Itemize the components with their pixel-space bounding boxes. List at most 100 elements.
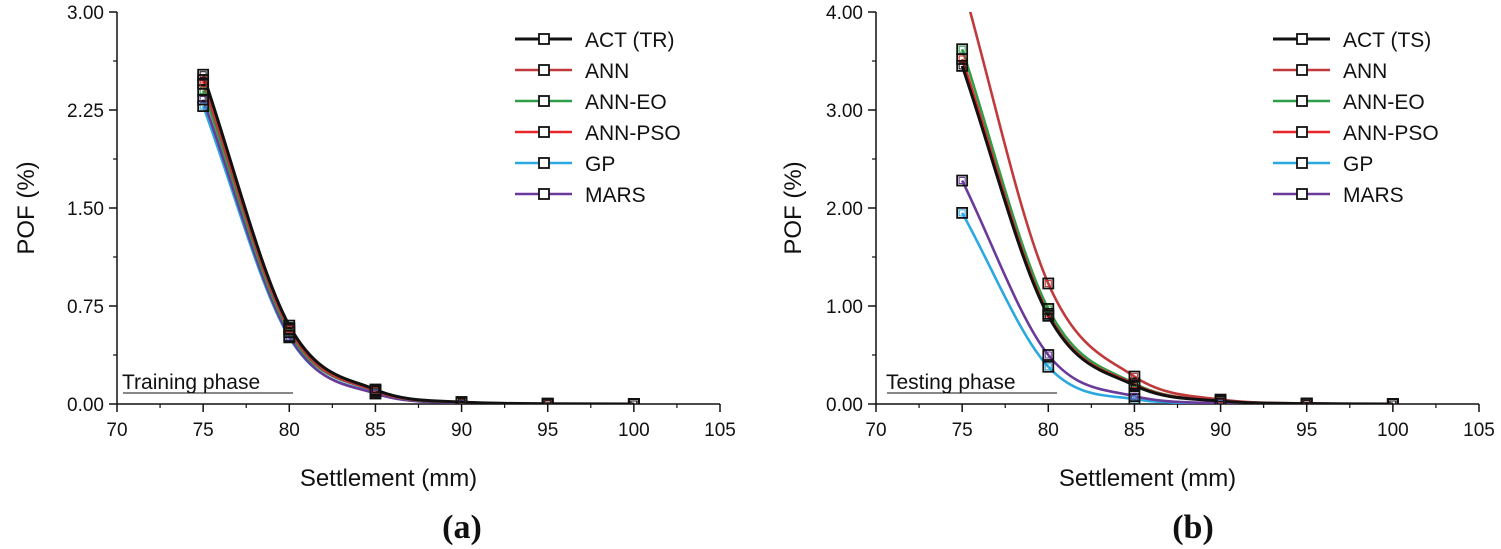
legend: ACT (TR) ANN ANN-EO ANN-PSO GP MARS [515, 29, 681, 207]
y-tick-label: 3.00 [826, 101, 863, 122]
legend-marker-ann-pso [1296, 126, 1308, 138]
y-axis-title: POF (%) [13, 161, 40, 254]
legend-marker-gp [538, 157, 550, 169]
data-point-inner-ann-pso [958, 55, 966, 63]
data-point-inner-act [958, 62, 966, 70]
data-point-inner-act [199, 71, 207, 79]
x-tick-label: 85 [365, 420, 386, 441]
y-tick-label: 2.25 [67, 101, 104, 122]
data-point-mars [1042, 349, 1055, 361]
panel-label: (b) [1172, 509, 1214, 546]
data-point-inner-mars [958, 177, 966, 185]
x-axis-title: Settlement (mm) [300, 465, 477, 492]
x-tick-label: 75 [193, 420, 214, 441]
y-tick-label: 4.00 [826, 3, 863, 24]
series-line-ann-eo [201, 89, 634, 404]
data-point-inner-act [371, 386, 379, 394]
y-tick-label: 0.00 [67, 395, 104, 416]
x-tick-label: 105 [704, 420, 736, 441]
series-line-ann [968, 12, 1393, 404]
legend-label: ANN-EO [585, 91, 667, 114]
data-point-inner-mars [1130, 392, 1138, 400]
legend-marker-act [538, 33, 550, 45]
data-point-act [197, 68, 210, 81]
x-tick-label: 70 [865, 420, 886, 441]
data-point-inner-act [544, 400, 552, 404]
x-tick-label: 70 [106, 420, 127, 441]
series-line-ann-pso [201, 79, 634, 404]
data-point-mars [956, 174, 969, 187]
legend-marker-ann [1296, 64, 1308, 76]
data-point-act [1300, 397, 1313, 404]
series-group [197, 68, 640, 404]
y-tick-label: 3.00 [67, 3, 104, 24]
data-point-inner-gp [1044, 363, 1052, 371]
series-line-gp [201, 105, 634, 404]
data-point-inner-ann-eo [199, 86, 207, 94]
data-point-inner-mars [199, 96, 207, 104]
data-point-inner-act [1217, 397, 1225, 404]
legend-marker-gp [1296, 157, 1308, 169]
data-point-inner-ann [285, 326, 293, 334]
x-tick-label: 100 [1377, 420, 1409, 441]
data-point-act [541, 397, 554, 404]
data-point-gp [956, 206, 969, 219]
data-point-ann [1128, 370, 1141, 383]
y-axis-title: POF (%) [780, 161, 807, 254]
series-line-act [960, 65, 1393, 404]
x-tick-label: 105 [1463, 420, 1495, 441]
data-point-ann-pso [956, 53, 969, 65]
y-tick-label: 1.00 [826, 297, 863, 318]
data-point-inner-act [1044, 312, 1052, 320]
x-tick-label: 90 [451, 420, 472, 441]
data-point-act [1386, 398, 1399, 404]
legend-label: ANN-PSO [585, 122, 681, 145]
legend-marker-ann-eo [538, 95, 550, 107]
legend-label: ACT (TS) [1343, 29, 1431, 52]
x-tick-label: 80 [1038, 420, 1059, 441]
data-point-ann [1042, 277, 1055, 290]
series-line-mars [201, 99, 634, 404]
series-line-ann-pso [960, 58, 1393, 404]
legend-marker-ann-eo [1296, 95, 1308, 107]
data-point-inner-act [1389, 400, 1397, 404]
chart-panel-a: 70 75 80 85 90 95 100 105 0.00 0.75 1.50 2.25 3.00 Se… [13, 3, 736, 546]
data-point-act [1128, 379, 1141, 392]
y-tick-label: 0.75 [67, 297, 104, 318]
phase-annotation: Testing phase [886, 371, 1016, 394]
legend-label: ANN-EO [1343, 91, 1425, 114]
series-line-gp [961, 212, 1393, 404]
data-point-act [369, 383, 382, 396]
y-tick-label: 1.50 [67, 199, 104, 220]
legend-marker-mars [538, 188, 550, 200]
series-line-act [201, 74, 634, 404]
chart-panel-b: 70 75 80 85 90 95 100 105 0.00 1.00 2.00 3.00 4.00 Se… [780, 3, 1495, 546]
legend-marker-ann-pso [538, 126, 550, 138]
data-point-inner-act [285, 322, 293, 330]
data-point-act [455, 396, 468, 404]
legend: ACT (TS) ANN ANN-EO ANN-PSO GP MARS [1273, 29, 1439, 207]
data-point-inner-ann [199, 80, 207, 88]
legend-label: ANN [585, 60, 629, 83]
data-point-inner-gp [958, 209, 966, 217]
legend-label: ANN-PSO [1343, 122, 1439, 145]
legend-label: MARS [1343, 184, 1404, 207]
x-tick-label: 95 [1296, 420, 1317, 441]
data-point-act [1042, 309, 1055, 322]
legend-marker-mars [1296, 188, 1308, 200]
data-point-gp [197, 100, 210, 112]
data-point-gp [1042, 360, 1055, 373]
y-tick-label: 2.00 [826, 199, 863, 220]
y-tick-label: 0.00 [826, 395, 863, 416]
data-point-inner-act [1303, 400, 1311, 404]
x-axis-title: Settlement (mm) [1059, 465, 1236, 492]
series-line-mars [960, 179, 1393, 404]
data-point-inner-act [1130, 381, 1138, 389]
data-point-act [627, 398, 640, 404]
legend-label: GP [585, 153, 615, 176]
phase-annotation: Training phase [122, 371, 260, 394]
data-point-inner-ann-eo [958, 45, 966, 53]
x-tick-label: 80 [279, 420, 300, 441]
data-point-inner-act [458, 398, 466, 404]
